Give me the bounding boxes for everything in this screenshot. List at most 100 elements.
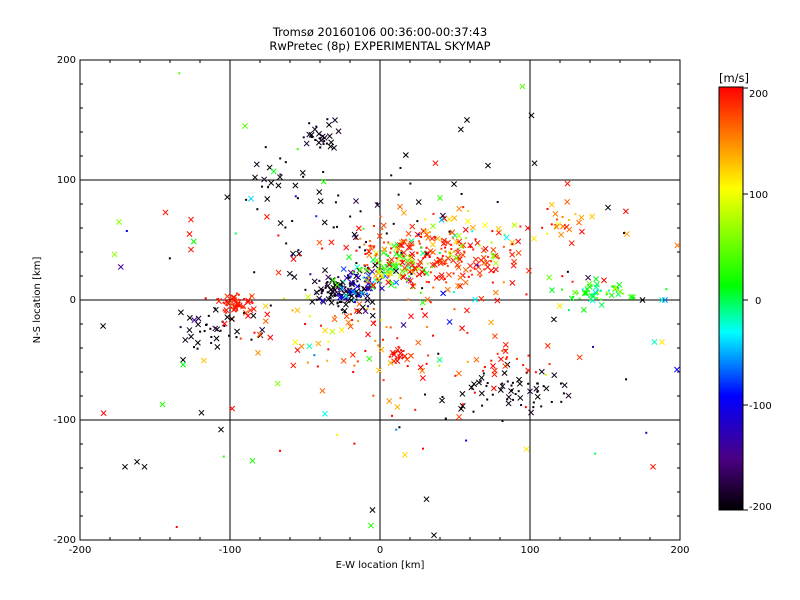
data-point-dot <box>253 331 256 334</box>
data-point-cross <box>376 259 383 266</box>
data-point-cross <box>491 367 498 374</box>
data-point-dot <box>372 394 375 397</box>
data-point-dot <box>418 240 421 243</box>
data-point-cross <box>117 264 124 270</box>
data-point-dot <box>243 298 246 301</box>
data-point-dot <box>418 242 421 245</box>
data-point-dot <box>444 250 447 253</box>
data-point-cross <box>469 224 476 231</box>
data-point-dot <box>385 253 388 256</box>
data-point-dot <box>479 380 482 383</box>
data-point-dot <box>431 266 434 269</box>
data-point-cross <box>399 259 406 266</box>
data-point-dot <box>359 237 362 240</box>
data-point-dot <box>415 275 418 278</box>
data-point-cross <box>415 199 422 205</box>
data-point-dot <box>264 146 267 149</box>
data-point-cross <box>292 182 299 189</box>
data-point-cross <box>262 318 269 325</box>
data-point-dot <box>496 352 499 355</box>
data-point-dot <box>482 369 485 372</box>
data-point-dot <box>360 267 363 270</box>
data-point-cross <box>326 133 333 140</box>
data-point-dot <box>596 289 599 292</box>
data-point-cross <box>523 446 530 453</box>
data-point-dot <box>411 283 414 286</box>
data-point-dot <box>407 298 410 301</box>
y-tick-labels: -200 -100 0 100 200 <box>53 55 76 546</box>
data-point-dot <box>515 357 518 360</box>
data-point-dot <box>592 345 595 348</box>
data-point-dot <box>613 285 616 288</box>
data-point-cross <box>462 279 469 286</box>
y-axis-label: N-S location [km] <box>32 257 43 344</box>
data-point-cross <box>629 294 636 300</box>
data-point-cross <box>245 312 251 319</box>
data-point-cross <box>391 358 398 365</box>
data-point-cross <box>186 231 193 237</box>
data-point-dot <box>267 186 270 189</box>
data-point-cross <box>485 162 491 169</box>
colorbar-tick-label: 100 <box>749 190 768 201</box>
data-point-dot <box>72 268 74 270</box>
data-point-dot <box>369 244 372 247</box>
data-point-cross <box>235 299 242 306</box>
data-point-cross <box>334 281 341 288</box>
data-point-dot <box>485 384 488 387</box>
data-point-dot <box>345 297 348 300</box>
data-point-dot <box>483 268 486 271</box>
data-point-cross <box>457 274 464 281</box>
data-point-dot <box>473 267 476 270</box>
data-point-dot <box>230 298 233 301</box>
data-point-dot <box>438 251 441 254</box>
data-point-dot <box>283 297 286 300</box>
data-point-cross <box>400 249 407 256</box>
data-point-cross <box>456 256 463 263</box>
data-point-dot <box>399 166 402 169</box>
data-point-cross <box>340 357 347 364</box>
data-point-dot <box>375 253 378 256</box>
data-point-dot <box>314 138 317 141</box>
data-point-cross <box>215 298 222 305</box>
data-point-dot <box>462 246 465 249</box>
data-point-dot <box>411 287 414 290</box>
data-point-cross <box>318 286 324 293</box>
data-point-dot <box>349 275 352 278</box>
data-point-cross <box>249 457 256 464</box>
data-point-cross <box>319 297 326 304</box>
data-point-dot <box>337 276 340 279</box>
data-point-dot <box>436 260 439 263</box>
data-point-dot <box>367 305 370 308</box>
data-point-dot <box>355 298 358 301</box>
data-point-cross <box>430 223 437 230</box>
data-point-cross <box>224 314 231 321</box>
data-point-cross <box>134 458 140 465</box>
data-point-cross <box>264 196 271 202</box>
data-point-dot <box>506 398 509 401</box>
data-point-cross <box>534 393 541 400</box>
data-point-dot <box>645 431 648 434</box>
data-point-cross <box>445 255 452 262</box>
data-point-dot <box>308 122 311 125</box>
data-point-cross <box>264 311 271 318</box>
data-point-dot <box>365 279 368 282</box>
data-point-dot <box>423 273 426 276</box>
data-point-dot <box>417 233 420 236</box>
data-point-cross <box>576 219 582 226</box>
data-point-dot <box>337 288 340 291</box>
data-point-dot <box>525 371 528 374</box>
data-point-cross <box>162 209 169 216</box>
data-point-cross <box>571 289 578 296</box>
data-point-dot <box>296 148 299 151</box>
data-point-cross <box>419 375 426 382</box>
data-point-cross <box>446 318 453 325</box>
grid <box>80 60 680 540</box>
data-point-dot <box>400 264 403 267</box>
data-point-dot <box>416 220 419 223</box>
data-point-cross <box>224 293 231 300</box>
data-point-cross <box>662 297 668 303</box>
data-point-dot <box>462 206 465 209</box>
data-point-dot <box>506 380 509 383</box>
data-point-dot <box>491 281 494 284</box>
data-point-dot <box>471 230 474 233</box>
